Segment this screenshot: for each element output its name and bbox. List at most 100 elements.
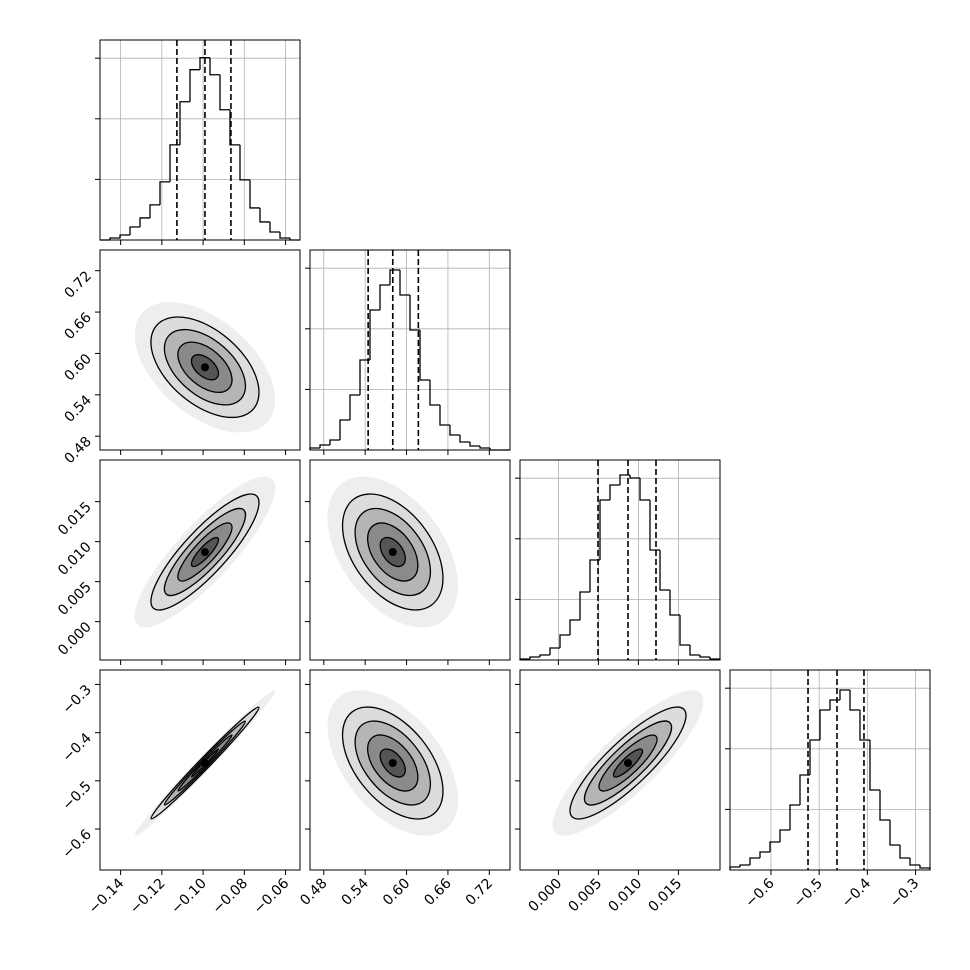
x-tick-label: 0.48	[297, 876, 330, 909]
histogram-step	[119, 234, 130, 238]
histogram-step	[899, 844, 910, 859]
panel-frame	[99, 39, 301, 241]
x-tick-label: 0.000	[526, 876, 566, 916]
histogram-step	[339, 419, 350, 440]
y-tick-label: −0.6	[59, 826, 94, 861]
histogram-step	[889, 820, 900, 846]
histogram-step	[649, 500, 660, 551]
histogram-step	[809, 739, 820, 775]
histogram-step	[409, 294, 420, 331]
histogram-step	[599, 499, 610, 560]
histogram-step	[639, 478, 650, 501]
histogram-step	[419, 330, 430, 381]
histogram-step	[539, 654, 550, 657]
x-tick-label: −0.6	[742, 875, 777, 910]
histogram-step	[179, 101, 190, 145]
histogram-step	[139, 217, 150, 227]
histogram-step	[859, 710, 870, 741]
histogram-step	[619, 474, 630, 485]
density-peak	[200, 548, 209, 556]
histogram-step	[429, 380, 440, 406]
histogram-step	[259, 207, 270, 223]
y-tick-label: −0.4	[59, 730, 94, 765]
density-peak	[624, 759, 632, 768]
histogram-step	[219, 74, 230, 111]
panel-frame	[99, 669, 301, 871]
histogram-step	[439, 404, 450, 426]
histogram-step	[469, 442, 480, 447]
x-tick-label: 0.010	[606, 876, 646, 916]
histogram-step	[659, 550, 670, 591]
histogram-step	[759, 851, 770, 858]
panel-frame	[99, 249, 301, 451]
x-tick-label: −0.06	[251, 875, 293, 917]
y-tick-label: 0.66	[61, 310, 94, 343]
histogram-step	[159, 181, 170, 205]
histogram-step	[529, 656, 540, 659]
panel-frame	[519, 669, 721, 871]
histogram-step	[689, 644, 700, 656]
x-tick-label: −0.08	[210, 876, 252, 918]
x-tick-label: −0.5	[791, 876, 826, 911]
histogram-step	[589, 559, 600, 592]
x-tick-label: −0.3	[887, 876, 922, 911]
histogram-step	[919, 864, 931, 870]
density-peak	[388, 548, 397, 556]
histogram-step	[209, 57, 220, 76]
panel-frame	[309, 669, 511, 871]
histogram-step	[699, 654, 710, 658]
histogram-step	[679, 614, 690, 646]
density-peak	[200, 363, 209, 372]
histogram-step	[199, 57, 210, 70]
histogram-step	[399, 270, 410, 296]
x-tick-label: 0.54	[339, 875, 372, 908]
histogram-step	[459, 434, 470, 443]
histogram-step	[389, 269, 400, 285]
histogram-step	[739, 864, 750, 867]
histogram-step	[879, 790, 890, 821]
density-peak	[200, 759, 209, 768]
y-tick-label: 0.015	[55, 499, 95, 539]
panel-frame	[309, 249, 511, 451]
histogram-step	[839, 689, 850, 700]
x-tick-label: 0.66	[421, 875, 454, 908]
histogram-step	[549, 647, 560, 655]
histogram-step	[569, 619, 580, 635]
histogram-step	[149, 204, 160, 218]
histogram-step	[379, 284, 390, 310]
histogram-step	[829, 699, 840, 710]
histogram-step	[669, 590, 680, 616]
x-tick-label: 0.60	[380, 876, 413, 909]
histogram-step	[229, 109, 240, 146]
histogram-step	[349, 394, 360, 420]
panel-frame	[729, 669, 931, 871]
x-tick-label: −0.4	[839, 875, 874, 910]
panel-frame	[309, 459, 511, 661]
panel-frame	[99, 459, 301, 661]
y-tick-label: 0.005	[55, 579, 95, 619]
x-tick-label: 0.015	[646, 876, 686, 916]
histogram-step	[279, 232, 290, 239]
histogram-step	[629, 474, 640, 479]
histogram-step	[869, 740, 880, 791]
y-tick-label: 0.54	[61, 392, 94, 425]
panel-frame	[519, 459, 721, 661]
histogram-step	[109, 237, 120, 240]
histogram-step	[779, 829, 790, 842]
y-tick-label: 0.010	[55, 539, 95, 579]
y-tick-label: 0.48	[61, 434, 94, 467]
density-peak	[388, 759, 397, 768]
x-tick-label: −0.14	[86, 875, 128, 917]
y-tick-label: −0.3	[59, 682, 94, 717]
y-tick-label: 0.72	[61, 268, 94, 301]
histogram-step	[189, 69, 200, 102]
histogram-step	[319, 444, 330, 448]
y-tick-label: −0.5	[59, 778, 94, 813]
histogram-step	[169, 144, 180, 182]
y-tick-label: 0.000	[55, 619, 95, 659]
histogram-step	[609, 484, 620, 500]
histogram-step	[329, 439, 340, 445]
histogram-step	[359, 359, 370, 395]
histogram-step	[799, 774, 810, 805]
